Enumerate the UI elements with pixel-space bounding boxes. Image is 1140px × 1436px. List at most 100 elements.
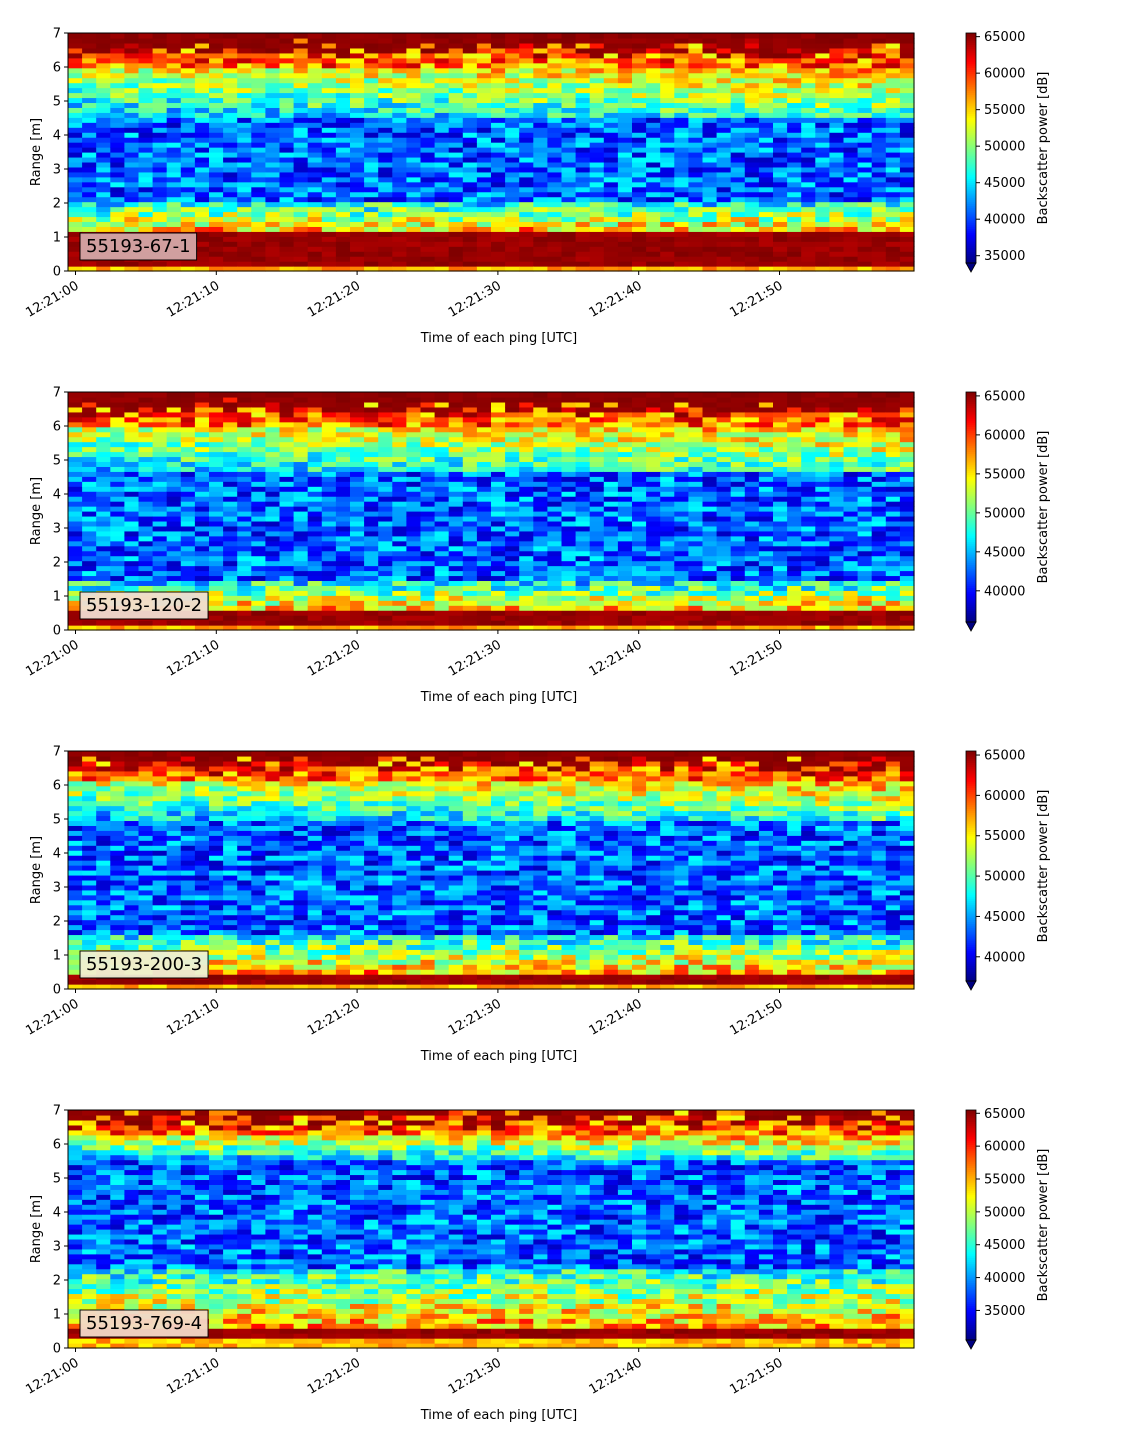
heatmap-cell (335, 72, 351, 79)
heatmap-cell (899, 226, 915, 232)
colorbar-step (966, 121, 976, 124)
heatmap-cell (307, 256, 323, 262)
heatmap-cell (434, 501, 450, 507)
heatmap-cell (124, 476, 140, 482)
heatmap-cell (223, 570, 238, 577)
heatmap-cell (519, 72, 534, 79)
heatmap-cell (547, 585, 563, 591)
heatmap-cell (462, 401, 478, 408)
heatmap-cell (194, 142, 210, 148)
heatmap-cell (68, 600, 83, 606)
heatmap-cell (674, 266, 689, 272)
heatmap-cell (350, 506, 365, 512)
heatmap-cell (491, 166, 506, 173)
heatmap-cell (519, 206, 534, 213)
heatmap-cell (448, 37, 464, 44)
heatmap-cell (180, 147, 196, 153)
heatmap-cell (476, 97, 492, 104)
heatmap-cell (406, 565, 422, 572)
heatmap-cell (223, 511, 238, 517)
heatmap-cell (589, 231, 605, 237)
heatmap-cell (603, 166, 619, 173)
heatmap-cell (68, 246, 83, 252)
heatmap-cell (744, 72, 760, 79)
heatmap-cell (660, 166, 675, 173)
heatmap-cell (392, 92, 407, 99)
heatmap-cell (829, 181, 845, 188)
heatmap-cell (632, 171, 647, 178)
heatmap-cell (505, 156, 520, 163)
heatmap-cell (632, 37, 647, 44)
heatmap-cell (293, 545, 309, 552)
heatmap-cell (476, 535, 492, 542)
colorbar-step (966, 56, 976, 59)
heatmap-cell (82, 511, 97, 517)
heatmap-cell (505, 206, 520, 213)
heatmap-cell (448, 241, 464, 247)
heatmap-cell (209, 431, 224, 438)
heatmap-cell (251, 33, 266, 39)
heatmap-cell (293, 251, 309, 257)
heatmap-cell (476, 585, 492, 591)
heatmap-cell (307, 142, 323, 148)
heatmap-cell (603, 137, 619, 143)
heatmap-cell (448, 117, 464, 123)
heatmap-cell (335, 520, 351, 527)
heatmap-cell (589, 560, 605, 567)
heatmap-cell (462, 595, 478, 601)
heatmap-cell (124, 421, 140, 428)
heatmap-cell (815, 127, 830, 133)
colorbar-step (966, 201, 976, 205)
heatmap-cell (448, 466, 464, 472)
heatmap-cell (293, 87, 309, 94)
heatmap-cell (96, 77, 111, 84)
colorbar-step (966, 222, 976, 226)
heatmap-cell (279, 511, 295, 517)
heatmap-cell (82, 421, 97, 428)
heatmap-cell (406, 491, 422, 497)
heatmap-cell (561, 156, 577, 163)
colorbar-step (966, 169, 976, 172)
heatmap-cell (237, 471, 252, 477)
heatmap-cell (265, 451, 281, 458)
heatmap-cell (110, 42, 125, 49)
heatmap-cell (491, 211, 506, 218)
heatmap-cell (194, 206, 210, 213)
heatmap-cell (406, 406, 422, 413)
heatmap-cell (307, 72, 323, 79)
heatmap-cell (589, 610, 605, 616)
heatmap-cell (773, 47, 788, 54)
heatmap-cell (392, 396, 407, 403)
heatmap-cell (702, 102, 718, 108)
heatmap-cell (265, 211, 281, 218)
heatmap-cell (533, 426, 548, 433)
heatmap-cell (617, 431, 633, 438)
heatmap-cell (420, 396, 436, 403)
heatmap-cell (68, 127, 83, 133)
heatmap-cell (857, 226, 873, 232)
colorbar-step (966, 61, 976, 65)
heatmap-cell (773, 246, 788, 252)
colorbar-step (966, 194, 976, 197)
heatmap-cell (688, 142, 704, 148)
heatmap-cell (96, 67, 111, 74)
heatmap-cell (166, 446, 182, 453)
heatmap-cell (194, 511, 210, 517)
heatmap-cell (575, 261, 591, 267)
heatmap-cell (251, 496, 266, 502)
heatmap-cell (194, 545, 210, 552)
heatmap-cell (434, 231, 450, 237)
heatmap-cell (476, 266, 492, 272)
heatmap-cell (589, 471, 605, 477)
heatmap-cell (350, 152, 365, 158)
heatmap-cell (110, 625, 125, 631)
heatmap-cell (194, 575, 210, 582)
heatmap-cell (801, 201, 816, 208)
heatmap-cell (589, 251, 605, 257)
heatmap-cell (335, 176, 351, 183)
heatmap-cell (96, 156, 111, 163)
heatmap-cell (265, 525, 281, 532)
heatmap-cell (787, 97, 802, 104)
heatmap-cell (787, 152, 802, 158)
heatmap-cell (335, 610, 351, 616)
